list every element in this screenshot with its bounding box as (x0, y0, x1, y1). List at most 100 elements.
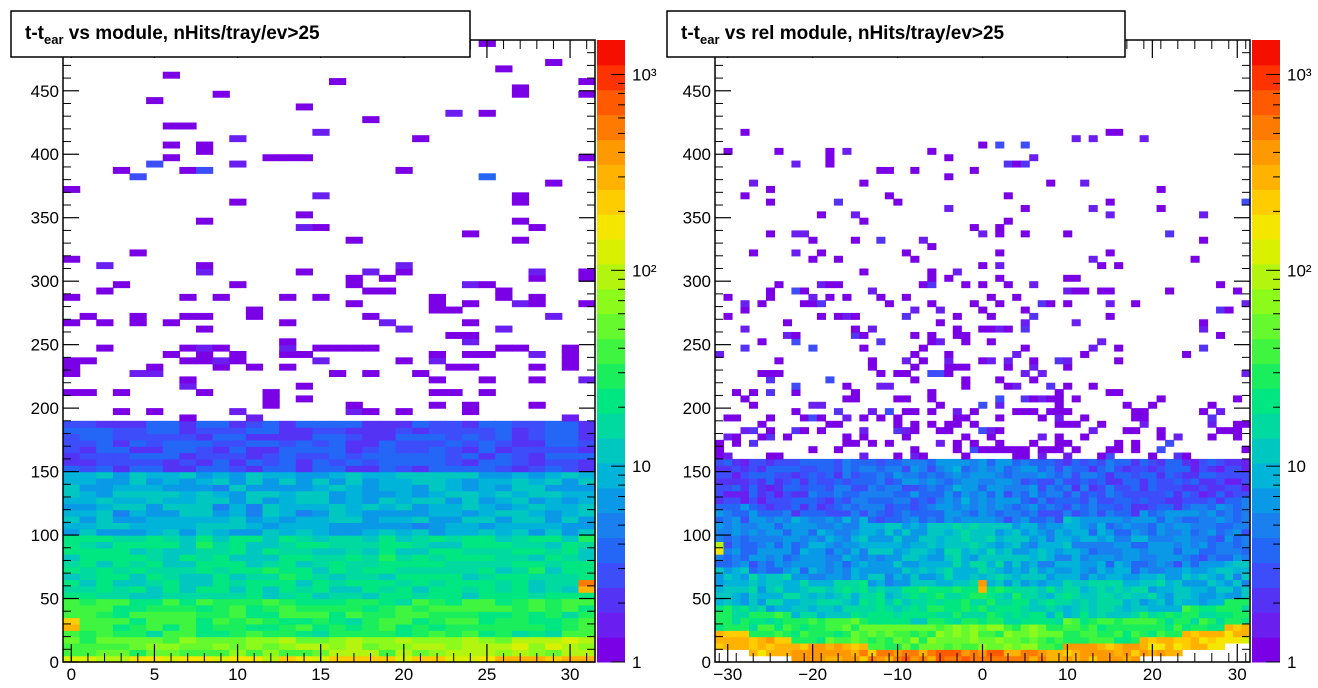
heatmap-cell (1131, 446, 1141, 454)
heatmap-cell (1003, 598, 1013, 606)
heatmap-cell (1020, 319, 1030, 327)
heatmap-cell (1097, 592, 1107, 600)
heatmap-cell (910, 623, 920, 631)
heatmap-cell (731, 471, 742, 479)
heatmap-cell (1037, 458, 1047, 466)
heatmap-cell (816, 649, 826, 657)
color-scale-swatch (597, 438, 625, 464)
heatmap-cell (146, 630, 164, 638)
heatmap-cell (345, 408, 363, 416)
heatmap-cell (1165, 649, 1175, 657)
heatmap-cell (918, 522, 928, 530)
heatmap-cell (329, 541, 347, 549)
heatmap-cell (1199, 490, 1209, 498)
heatmap-cell (808, 623, 818, 631)
heatmap-cell (918, 503, 928, 511)
heatmap-cell (867, 408, 877, 416)
heatmap-cell (765, 458, 776, 466)
heatmap-cell (96, 344, 114, 352)
heatmap-cell (445, 484, 463, 492)
heatmap-cell (495, 452, 513, 460)
heatmap-cell (859, 560, 869, 568)
heatmap-cell (808, 458, 818, 466)
heatmap-cell (1046, 642, 1056, 650)
heatmap-cell (112, 166, 131, 174)
heatmap-cell (295, 103, 313, 111)
heatmap-cell (893, 496, 903, 504)
heatmap-cell (1233, 509, 1243, 517)
heatmap-cell (96, 496, 114, 504)
heatmap-cell (952, 484, 962, 492)
heatmap-cell (495, 604, 513, 612)
heatmap-cell (910, 598, 920, 606)
heatmap-cell (715, 496, 725, 504)
heatmap-cell (245, 566, 264, 574)
heatmap-cell (362, 547, 380, 555)
heatmap-cell (816, 496, 826, 504)
heatmap-cell (329, 604, 347, 612)
heatmap-cell (774, 598, 784, 606)
heatmap-cell (1190, 541, 1200, 549)
heatmap-cell (1165, 458, 1175, 466)
heatmap-cell (995, 541, 1005, 549)
color-scale-swatch (1252, 214, 1280, 240)
heatmap-cell (723, 147, 733, 155)
heatmap-cell (1131, 642, 1141, 650)
heatmap-cell (918, 471, 928, 479)
heatmap-cell (876, 636, 886, 644)
heatmap-cell (262, 585, 280, 593)
heatmap-cell (146, 560, 164, 568)
heatmap-cell (918, 554, 928, 562)
heatmap-cell (1122, 496, 1132, 504)
heatmap-cell (1105, 458, 1115, 466)
heatmap-cell (395, 484, 413, 492)
heatmap-cell (969, 516, 979, 523)
heatmap-cell (944, 535, 954, 543)
heatmap-cell (1165, 566, 1175, 574)
heatmap-cell (927, 554, 937, 562)
heatmap-cell (362, 268, 380, 276)
heatmap-cell (978, 522, 988, 530)
heatmap-cell (723, 573, 733, 581)
heatmap-cell (757, 547, 767, 555)
heatmap-cell (910, 306, 920, 314)
heatmap-cell (295, 458, 313, 466)
heatmap-cell (1165, 439, 1175, 447)
heatmap-cell (842, 522, 852, 530)
heatmap-cell (1114, 522, 1124, 530)
heatmap-cell (833, 255, 843, 263)
heatmap-cell (312, 490, 330, 498)
heatmap-cell (952, 414, 962, 422)
heatmap-cell (1097, 585, 1107, 593)
heatmap-cell (1233, 395, 1243, 403)
heatmap-cell (511, 427, 530, 435)
heatmap-cell (740, 477, 750, 485)
heatmap-cell (1131, 649, 1141, 657)
heatmap-cell (511, 300, 530, 308)
heatmap-cell (378, 642, 397, 650)
heatmap-cell (859, 617, 869, 625)
heatmap-cell (944, 484, 954, 492)
heatmap-cell (528, 268, 546, 276)
heatmap-cell (1148, 623, 1158, 631)
heatmap-cell (1139, 592, 1149, 600)
heatmap-cell (1088, 541, 1098, 549)
heatmap-cell (961, 598, 971, 606)
heatmap-cell (245, 414, 264, 422)
heatmap-cell (561, 573, 579, 581)
heatmap-cell (112, 566, 131, 574)
heatmap-cell (1003, 604, 1013, 612)
heatmap-cell (1241, 604, 1251, 612)
heatmap-cell (748, 528, 759, 536)
heatmap-cell (362, 509, 380, 517)
heatmap-cell (1173, 592, 1183, 600)
heatmap-cell (578, 490, 596, 498)
heatmap-cell (1199, 636, 1209, 644)
heatmap-cell (1020, 230, 1030, 238)
heatmap-cell (748, 547, 759, 555)
heatmap-cell (262, 446, 280, 454)
heatmap-cell (146, 509, 164, 517)
heatmap-cell (1003, 357, 1013, 365)
heatmap-cell (295, 585, 313, 593)
heatmap-cell (1080, 592, 1090, 600)
